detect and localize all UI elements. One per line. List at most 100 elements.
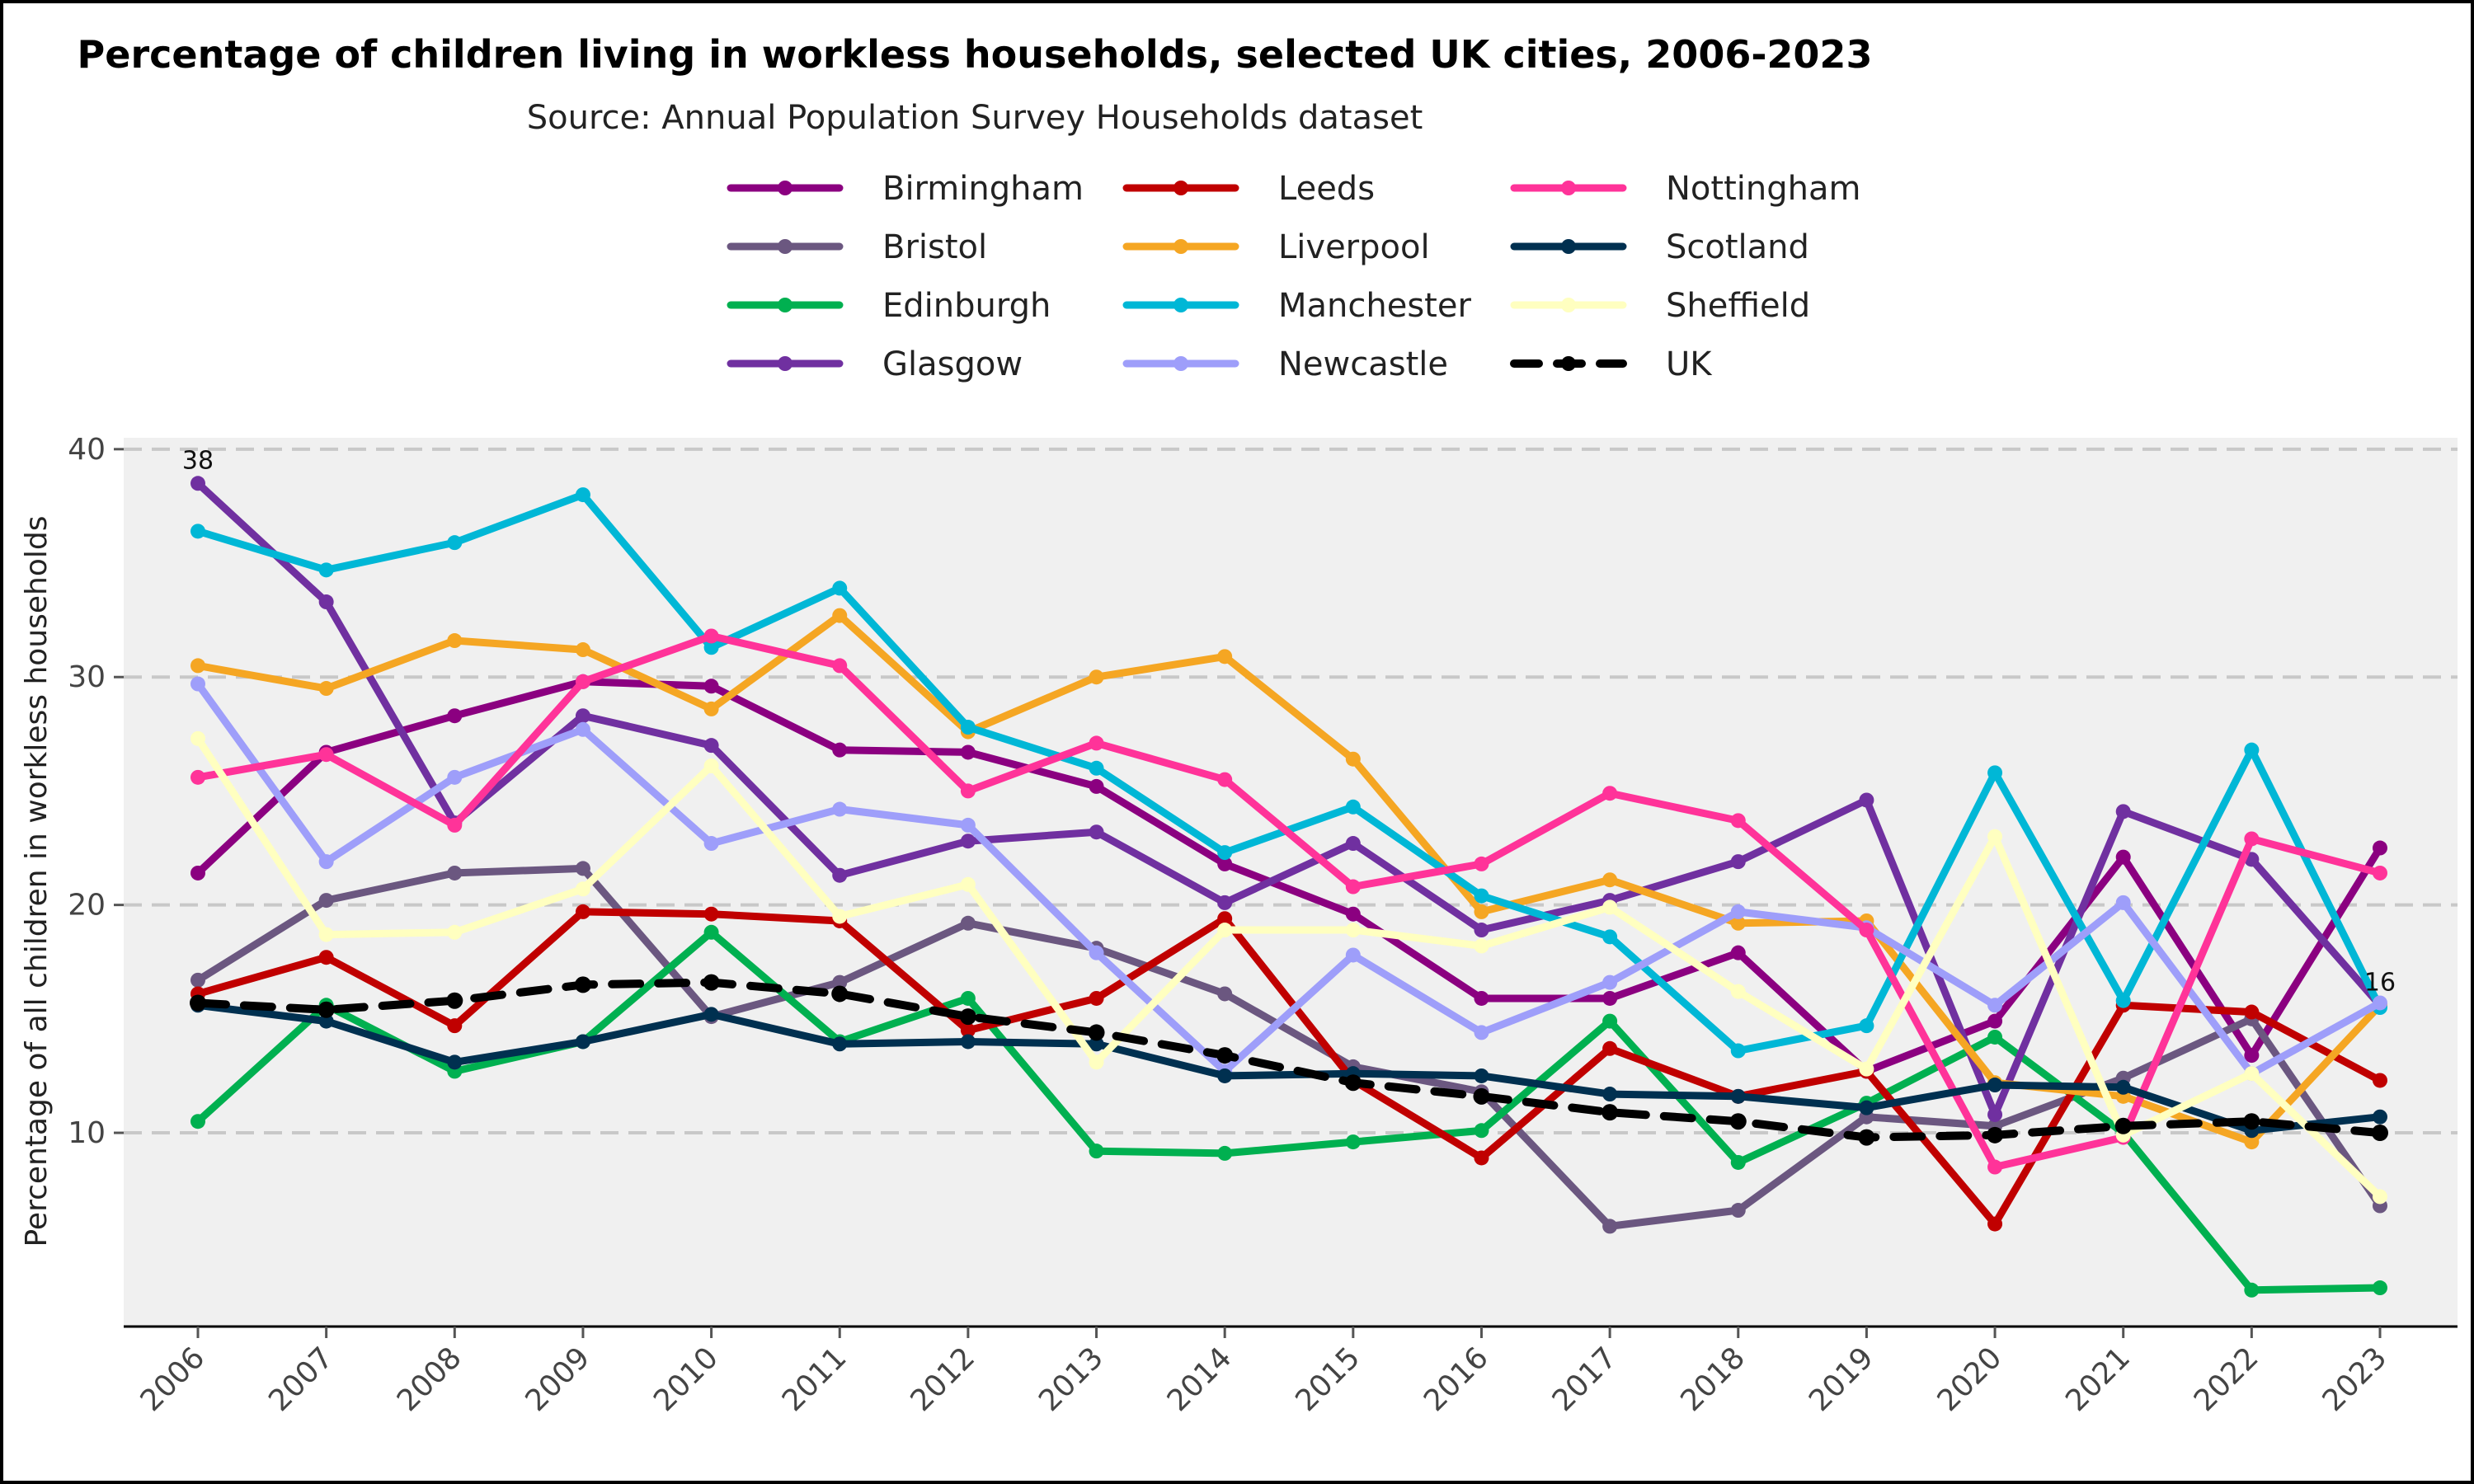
point-scotland-2009 [575, 1034, 590, 1050]
point-newcastle-2006 [190, 676, 205, 692]
point-leeds-2017 [1602, 1040, 1618, 1056]
point-liverpool-2011 [832, 608, 848, 623]
legend-marker-uk [1561, 356, 1576, 371]
point-glasgow-2010 [703, 738, 719, 754]
point-manchester-2009 [575, 487, 590, 503]
point-sheffield-2012 [960, 876, 976, 892]
point-manchester-2020 [1987, 765, 2003, 781]
legend: Birmingham Bristol Edinburgh Glasgow Leeds Li… [727, 170, 1860, 383]
point-scotland-2010 [703, 1007, 719, 1022]
x-tick-label-2012: 2012 [904, 1341, 981, 1418]
legend-item-nottingham: Nottingham [1510, 170, 1860, 208]
point-leeds-2023 [2373, 1073, 2387, 1088]
point-sheffield-2008 [447, 924, 463, 940]
y-tick-label-10: 10 [68, 1116, 106, 1150]
point-liverpool-2017 [1602, 872, 1618, 888]
legend-item-uk: UK [1510, 345, 1713, 383]
legend-label-manchester: Manchester [1278, 287, 1471, 325]
point-manchester-2021 [2115, 993, 2131, 1008]
legend-label-glasgow: Glasgow [882, 345, 1023, 383]
x-tick-label-2018: 2018 [1674, 1341, 1752, 1418]
point-uk-2007 [317, 1001, 335, 1018]
point-leeds-2020 [1987, 1216, 2003, 1232]
series-line-newcastle [194, 680, 2384, 1078]
legend-marker-newcastle [1174, 356, 1188, 371]
legend-marker-manchester [1174, 298, 1188, 312]
point-uk-2022 [2243, 1113, 2260, 1130]
point-glasgow-2009 [575, 708, 590, 724]
point-manchester-2006 [190, 524, 205, 539]
x-tick-label-2022: 2022 [2188, 1341, 2265, 1418]
point-sheffield-2017 [1602, 899, 1618, 915]
x-tick-label-2015: 2015 [1289, 1341, 1366, 1418]
point-newcastle-2008 [447, 769, 463, 785]
point-scotland-2023 [2373, 1109, 2387, 1125]
point-sheffield-2010 [703, 758, 719, 774]
point-manchester-2008 [447, 535, 463, 551]
point-edinburgh-2010 [703, 924, 719, 940]
point-liverpool-2018 [1730, 915, 1746, 931]
series-line-sheffield [194, 735, 2384, 1200]
x-tick-label-2009: 2009 [520, 1341, 597, 1418]
point-glasgow-2020 [1987, 1106, 2003, 1122]
legend-item-sheffield: Sheffield [1510, 287, 1810, 325]
point-uk-2019 [1858, 1129, 1875, 1146]
point-newcastle-2021 [2115, 895, 2131, 910]
point-sheffield-2007 [318, 927, 334, 942]
point-liverpool-2013 [1089, 669, 1104, 685]
point-nottingham-2012 [960, 783, 976, 799]
point-edinburgh-2020 [1987, 1029, 2003, 1045]
point-birmingham-2023 [2373, 840, 2387, 856]
point-manchester-2014 [1217, 845, 1233, 861]
series-birmingham [190, 674, 2387, 1079]
legend-item-scotland: Scotland [1510, 228, 1809, 266]
point-leeds-2014 [1217, 911, 1233, 927]
point-nottingham-2014 [1217, 772, 1233, 787]
x-tick-label-2007: 2007 [262, 1341, 340, 1418]
legend-label-nottingham: Nottingham [1666, 170, 1860, 208]
point-bristol-2018 [1730, 1203, 1746, 1219]
point-sheffield-2016 [1474, 938, 1489, 954]
point-glasgow-2012 [960, 834, 976, 849]
legend-item-manchester: Manchester [1122, 287, 1471, 325]
point-birmingham-2006 [190, 865, 205, 881]
point-uk-2013 [1088, 1024, 1105, 1041]
legend-label-edinburgh: Edinburgh [882, 287, 1051, 325]
point-scotland-2007 [318, 1013, 334, 1029]
point-newcastle-2023 [2373, 995, 2387, 1011]
point-liverpool-2010 [703, 701, 719, 716]
legend-marker-sheffield [1561, 298, 1576, 312]
series-line-scotland [194, 1001, 2384, 1134]
point-nottingham-2009 [575, 674, 590, 689]
point-manchester-2012 [960, 720, 976, 735]
point-edinburgh-2017 [1602, 1013, 1618, 1029]
point-leeds-2016 [1474, 1150, 1489, 1166]
point-manchester-2019 [1859, 1018, 1874, 1034]
point-edinburgh-2022 [2244, 1282, 2260, 1298]
point-sheffield-2009 [575, 881, 590, 897]
point-scotland-2012 [960, 1034, 976, 1050]
point-uk-2015 [1344, 1074, 1362, 1092]
point-birmingham-2017 [1602, 990, 1618, 1006]
series-group [190, 476, 2388, 1298]
point-glasgow-2014 [1217, 895, 1233, 910]
point-newcastle-2012 [960, 817, 976, 833]
annotations: 38 16 [182, 446, 2396, 997]
point-glasgow-2007 [318, 594, 334, 610]
point-sheffield-2011 [832, 909, 848, 924]
legend-label-scotland: Scotland [1666, 228, 1809, 266]
point-nottingham-2015 [1345, 879, 1361, 895]
point-scotland-2014 [1217, 1068, 1233, 1083]
point-scotland-2008 [447, 1054, 463, 1070]
annotation-2006: 38 [182, 446, 214, 475]
point-bristol-2009 [575, 861, 590, 876]
point-leeds-2010 [703, 906, 719, 922]
x-tick-label-2023: 2023 [2316, 1341, 2394, 1418]
point-sheffield-2023 [2373, 1189, 2387, 1205]
point-birmingham-2010 [703, 679, 719, 694]
point-sheffield-2006 [190, 730, 205, 746]
point-leeds-2022 [2244, 1004, 2260, 1020]
point-manchester-2013 [1089, 760, 1104, 776]
point-uk-2010 [703, 974, 720, 991]
point-uk-2021 [2114, 1117, 2132, 1134]
